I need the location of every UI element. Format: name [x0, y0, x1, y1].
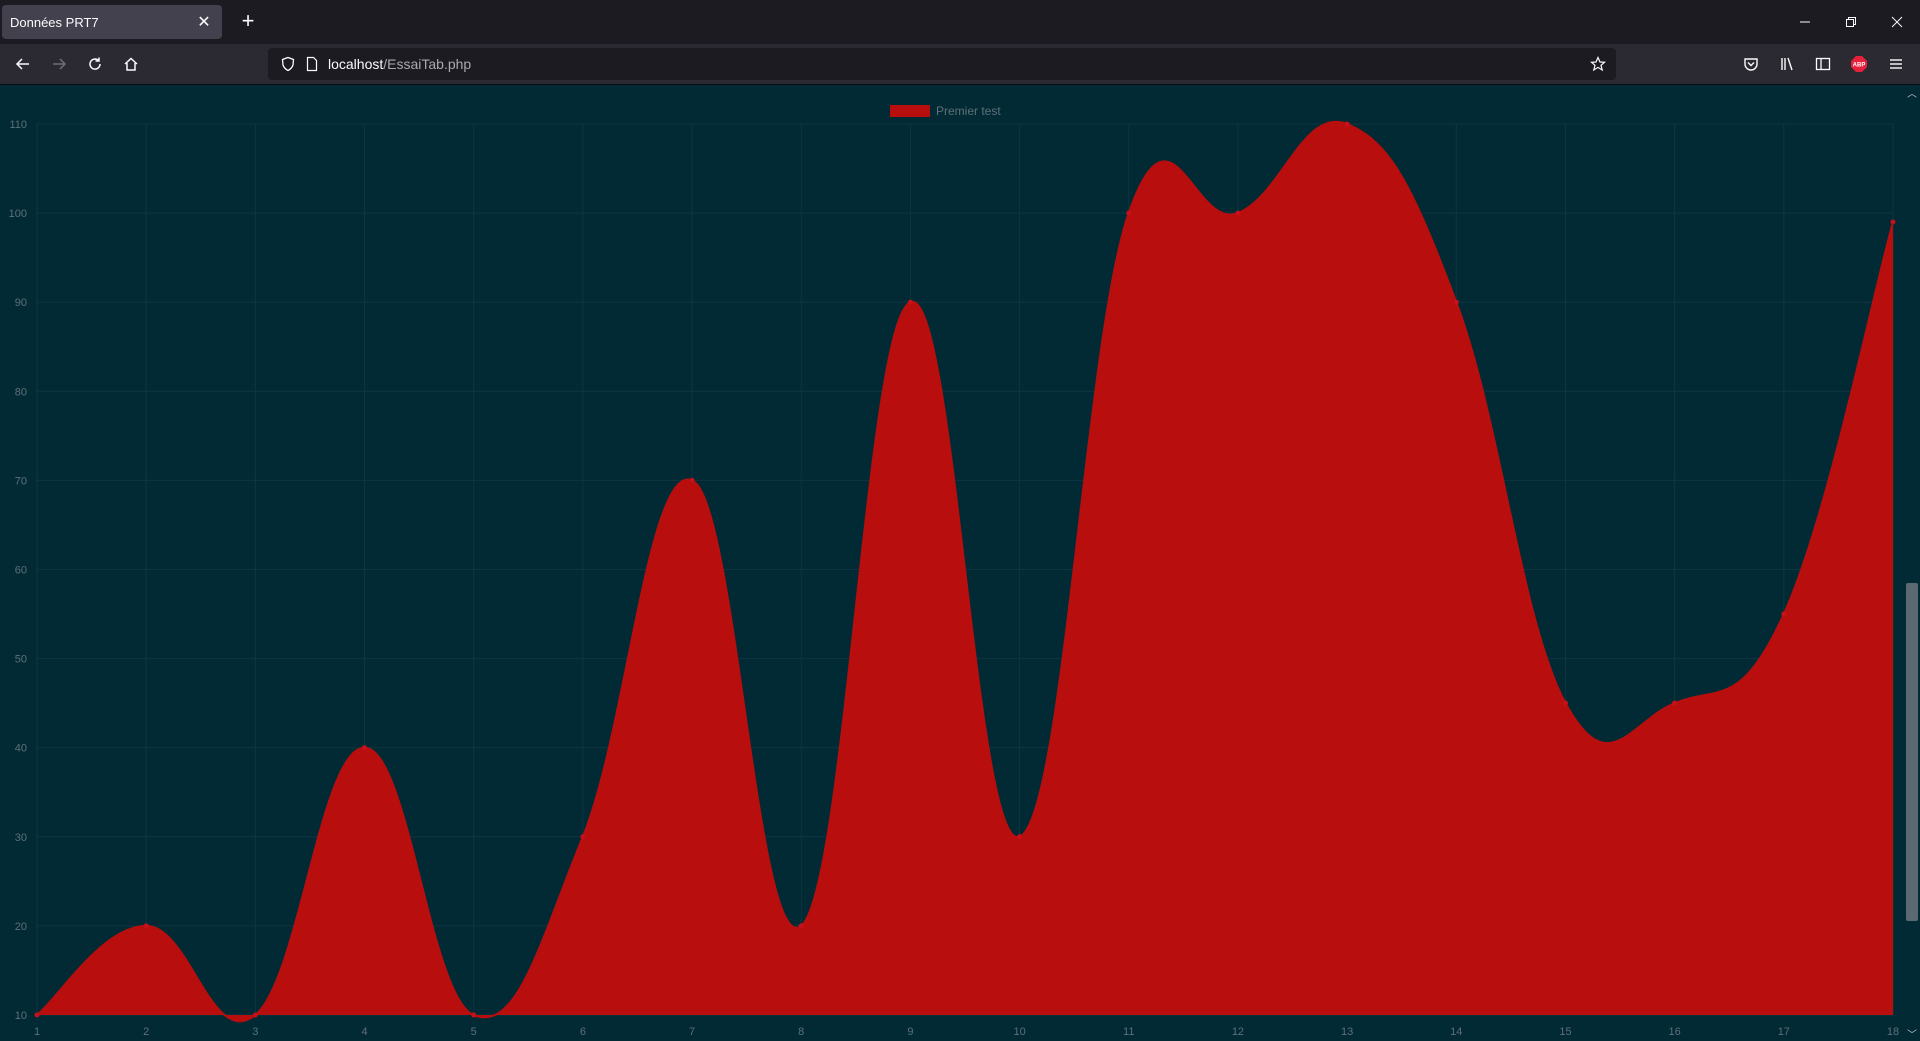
reload-icon[interactable] [81, 50, 109, 78]
svg-text:ABP: ABP [1853, 63, 1866, 69]
pocket-icon[interactable] [1737, 50, 1765, 78]
x-tick-label: 2 [143, 1026, 149, 1038]
y-tick-label: 10 [15, 1010, 27, 1022]
y-tick-label: 100 [9, 208, 27, 220]
bookmark-star-icon[interactable] [1589, 56, 1607, 77]
forward-icon[interactable] [45, 50, 73, 78]
data-point [362, 745, 368, 751]
y-tick-label: 110 [9, 119, 27, 131]
x-tick-label: 13 [1341, 1026, 1353, 1038]
y-tick-label: 40 [15, 743, 27, 755]
tab-title: Données PRT7 [10, 14, 99, 30]
legend-swatch [890, 105, 930, 117]
navigation-toolbar: localhost/EssaiTab.php ABP [0, 44, 1920, 85]
x-tick-label: 1 [34, 1026, 40, 1038]
data-point [252, 1012, 258, 1018]
data-point [1672, 700, 1678, 706]
x-tick-label: 14 [1450, 1026, 1462, 1038]
adblock-plus-icon[interactable]: ABP [1845, 50, 1873, 78]
x-tick-label: 3 [252, 1026, 258, 1038]
tab-close-icon[interactable]: ✕ [197, 14, 211, 31]
data-point [471, 1012, 477, 1018]
x-tick-label: 4 [361, 1026, 367, 1038]
shield-icon[interactable] [280, 56, 296, 77]
data-point [580, 834, 586, 840]
tab-active[interactable]: Données PRT7 ✕ [2, 5, 222, 39]
data-point [689, 477, 695, 483]
page-icon [304, 56, 320, 77]
x-tick-label: 10 [1013, 1026, 1025, 1038]
x-tick-label: 15 [1559, 1026, 1571, 1038]
x-tick-label: 5 [471, 1026, 477, 1038]
minimize-icon[interactable] [1782, 6, 1828, 38]
url-path: /EssaiTab.php [383, 56, 472, 72]
x-tick-label: 18 [1887, 1026, 1899, 1038]
data-point [143, 923, 149, 929]
scroll-down-icon[interactable]: ﹀ [1907, 1030, 1917, 1041]
x-tick-label: 7 [689, 1026, 695, 1038]
data-point [1562, 700, 1568, 706]
x-tick-label: 9 [907, 1026, 913, 1038]
y-tick-label: 60 [15, 565, 27, 577]
data-point [1453, 299, 1459, 305]
x-tick-label: 8 [798, 1026, 804, 1038]
x-tick-label: 17 [1778, 1026, 1790, 1038]
x-tick-label: 11 [1123, 1026, 1134, 1038]
y-tick-label: 80 [15, 386, 27, 398]
data-point [907, 299, 913, 305]
data-point [798, 923, 804, 929]
x-tick-label: 16 [1669, 1026, 1681, 1038]
url-host: localhost [328, 56, 384, 72]
x-tick-label: 12 [1232, 1026, 1244, 1038]
url-bar[interactable]: localhost/EssaiTab.php [268, 48, 1616, 80]
y-tick-label: 30 [15, 832, 27, 844]
menu-icon[interactable] [1882, 50, 1910, 78]
data-point [1017, 834, 1023, 840]
data-point [1235, 210, 1241, 216]
data-point [34, 1012, 40, 1018]
y-tick-label: 50 [15, 654, 27, 666]
data-point [1344, 121, 1350, 127]
data-point [1890, 219, 1896, 225]
page-content: 10 20 30 40 50 60 70 80 90 100 110 1 2 3 4 5 6 7 8 9 10 11 12 1… [0, 85, 1920, 1041]
sidebar-icon[interactable] [1809, 50, 1837, 78]
tab-strip: Données PRT7 ✕ + [0, 0, 1920, 44]
legend-label: Premier test [936, 104, 1001, 118]
back-icon[interactable] [9, 50, 37, 78]
y-tick-label: 90 [15, 297, 27, 309]
close-window-icon[interactable] [1874, 6, 1920, 38]
x-tick-label: 6 [580, 1026, 586, 1038]
y-tick-label: 70 [15, 475, 27, 487]
home-icon[interactable] [117, 50, 145, 78]
data-point [1126, 210, 1132, 216]
y-tick-label: 20 [15, 921, 27, 933]
new-tab-button[interactable]: + [241, 8, 255, 33]
url-text: localhost/EssaiTab.php [328, 56, 471, 72]
series-line [36, 120, 1894, 1023]
scroll-up-icon[interactable]: ︿ [1907, 89, 1917, 100]
restore-icon[interactable] [1828, 6, 1874, 38]
scrollbar-thumb[interactable] [1906, 583, 1918, 921]
library-icon[interactable] [1773, 50, 1801, 78]
data-point [1781, 611, 1787, 617]
scrollbar[interactable]: ︿ ﹀ [1906, 85, 1920, 1041]
